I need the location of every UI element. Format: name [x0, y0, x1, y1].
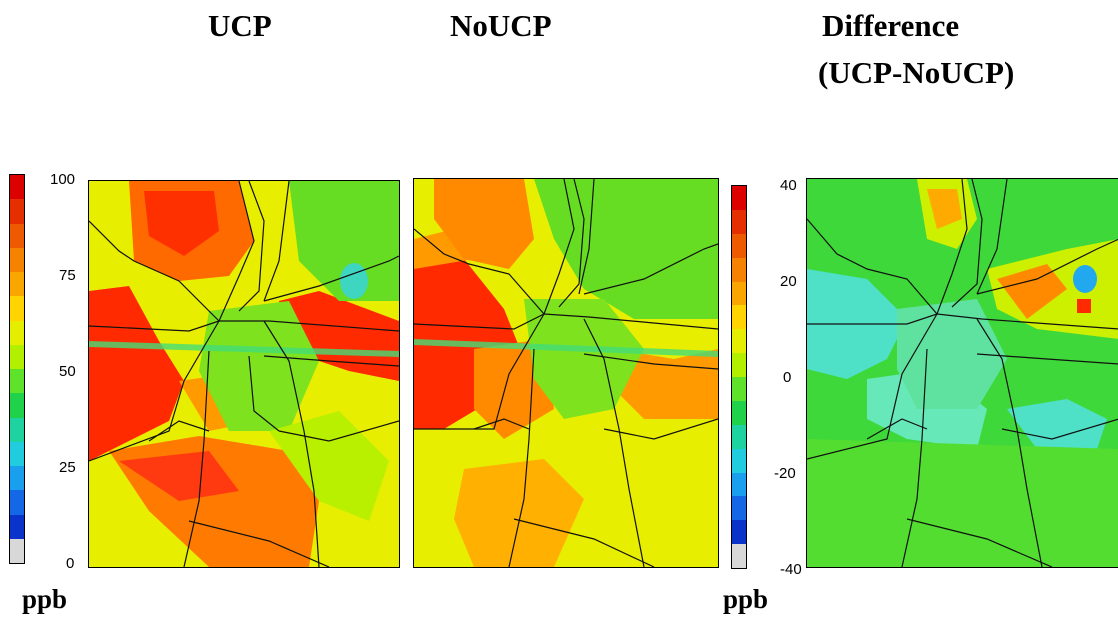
- colorbar-right-segment: [732, 233, 746, 258]
- colorbar-left-tick: 100: [50, 171, 76, 188]
- title-difference: Difference: [822, 8, 960, 43]
- colorbar-right-segment: [732, 544, 746, 568]
- colorbar-left-segment: [10, 344, 24, 369]
- map-difference-roads: [807, 179, 1118, 567]
- colorbar-left-segment: [10, 441, 24, 466]
- colorbar-right-segment: [732, 281, 746, 306]
- colorbar-right-tick: 40: [780, 177, 797, 194]
- colorbar-right-segment: [732, 496, 746, 521]
- colorbar-left-tick: 75: [59, 267, 76, 284]
- map-difference-zone-lake: [1073, 265, 1097, 293]
- colorbar-left-segment: [10, 466, 24, 491]
- map-ucp-zone-center-green: [199, 301, 319, 431]
- colorbar-right-segment: [732, 400, 746, 425]
- map-difference-zone-east-red: [1077, 299, 1091, 313]
- map-ucp-zone-east: [279, 291, 399, 381]
- colorbar-left-segment: [10, 538, 24, 563]
- colorbar-left-segment: [10, 247, 24, 272]
- colorbar-right-tick: -40: [780, 561, 802, 578]
- map-difference-zone-center-green: [897, 299, 1007, 409]
- colorbar-right-segment: [732, 448, 746, 473]
- map-ucp-zone-southwest-core: [119, 451, 239, 501]
- colorbar-right-segment: [732, 472, 746, 497]
- map-noucp-zone-north: [434, 179, 534, 269]
- colorbar-left-segment: [10, 417, 24, 442]
- title-noucp: NoUCP: [450, 8, 552, 43]
- colorbar-right-segment: [732, 209, 746, 234]
- colorbar-right-tick: -20: [774, 465, 796, 482]
- colorbar-left-tick: 50: [59, 363, 76, 380]
- colorbar-right-segment: [732, 305, 746, 330]
- map-ucp: [88, 180, 400, 568]
- colorbar-right-segment: [732, 377, 746, 401]
- map-difference-zone-south-cyan: [1007, 399, 1107, 449]
- map-difference-zone-east-orange: [997, 264, 1067, 319]
- colorbar-left-tick: 0: [66, 555, 75, 572]
- map-noucp-zone-northeast: [534, 179, 718, 319]
- map-noucp-zone-river: [414, 339, 718, 357]
- colorbar-right-segment: [732, 329, 746, 354]
- map-difference-zone-north-orange: [927, 189, 962, 229]
- map-ucp-zone-north-core: [144, 191, 219, 256]
- colorbar-left-segment: [10, 296, 24, 321]
- colorbar-right-tick: 0: [783, 369, 792, 386]
- map-ucp-zone-river: [89, 341, 399, 357]
- colorbar-right-segment: [732, 257, 746, 282]
- colorbar-right-segment: [732, 353, 746, 377]
- colorbar-left-tick: 25: [59, 459, 76, 476]
- map-difference-zone-south-green: [807, 439, 1118, 567]
- colorbar-left-segment: [10, 393, 24, 418]
- map-difference: [806, 178, 1118, 568]
- colorbar-right: [731, 185, 747, 569]
- map-ucp-zone-west: [89, 286, 184, 461]
- colorbar-left-segment: [10, 223, 24, 248]
- map-ucp-roads: [89, 181, 399, 567]
- colorbar-left-segment: [10, 199, 24, 224]
- colorbar-left-segment: [10, 369, 24, 394]
- colorbar-right-unit: ppb: [723, 584, 769, 614]
- colorbar-left-segment: [10, 175, 24, 200]
- colorbar-left-segment: [10, 320, 24, 345]
- colorbar-left-segment: [10, 272, 24, 297]
- title-ucp: UCP: [208, 8, 272, 43]
- colorbar-left-segment: [10, 514, 24, 539]
- colorbar-left-segment: [10, 490, 24, 515]
- colorbar-right-tick: 20: [780, 273, 797, 290]
- map-noucp-roads: [414, 179, 718, 567]
- colorbar-right-segment: [732, 520, 746, 545]
- colorbar-right-segment: [732, 186, 746, 210]
- map-noucp: [413, 178, 719, 568]
- colorbar-left: [9, 174, 25, 564]
- map-noucp-zone-south-orange: [454, 459, 584, 567]
- colorbar-left-unit: ppb: [22, 584, 68, 614]
- map-ucp-zone-south-green: [269, 411, 389, 521]
- colorbar-right-segment: [732, 424, 746, 449]
- map-ucp-zone-lake: [340, 263, 368, 299]
- title-difference-subtitle: (UCP-NoUCP): [818, 55, 1015, 90]
- map-ucp-zone-northeast: [289, 181, 399, 301]
- map-noucp-zone-center-green: [524, 299, 644, 419]
